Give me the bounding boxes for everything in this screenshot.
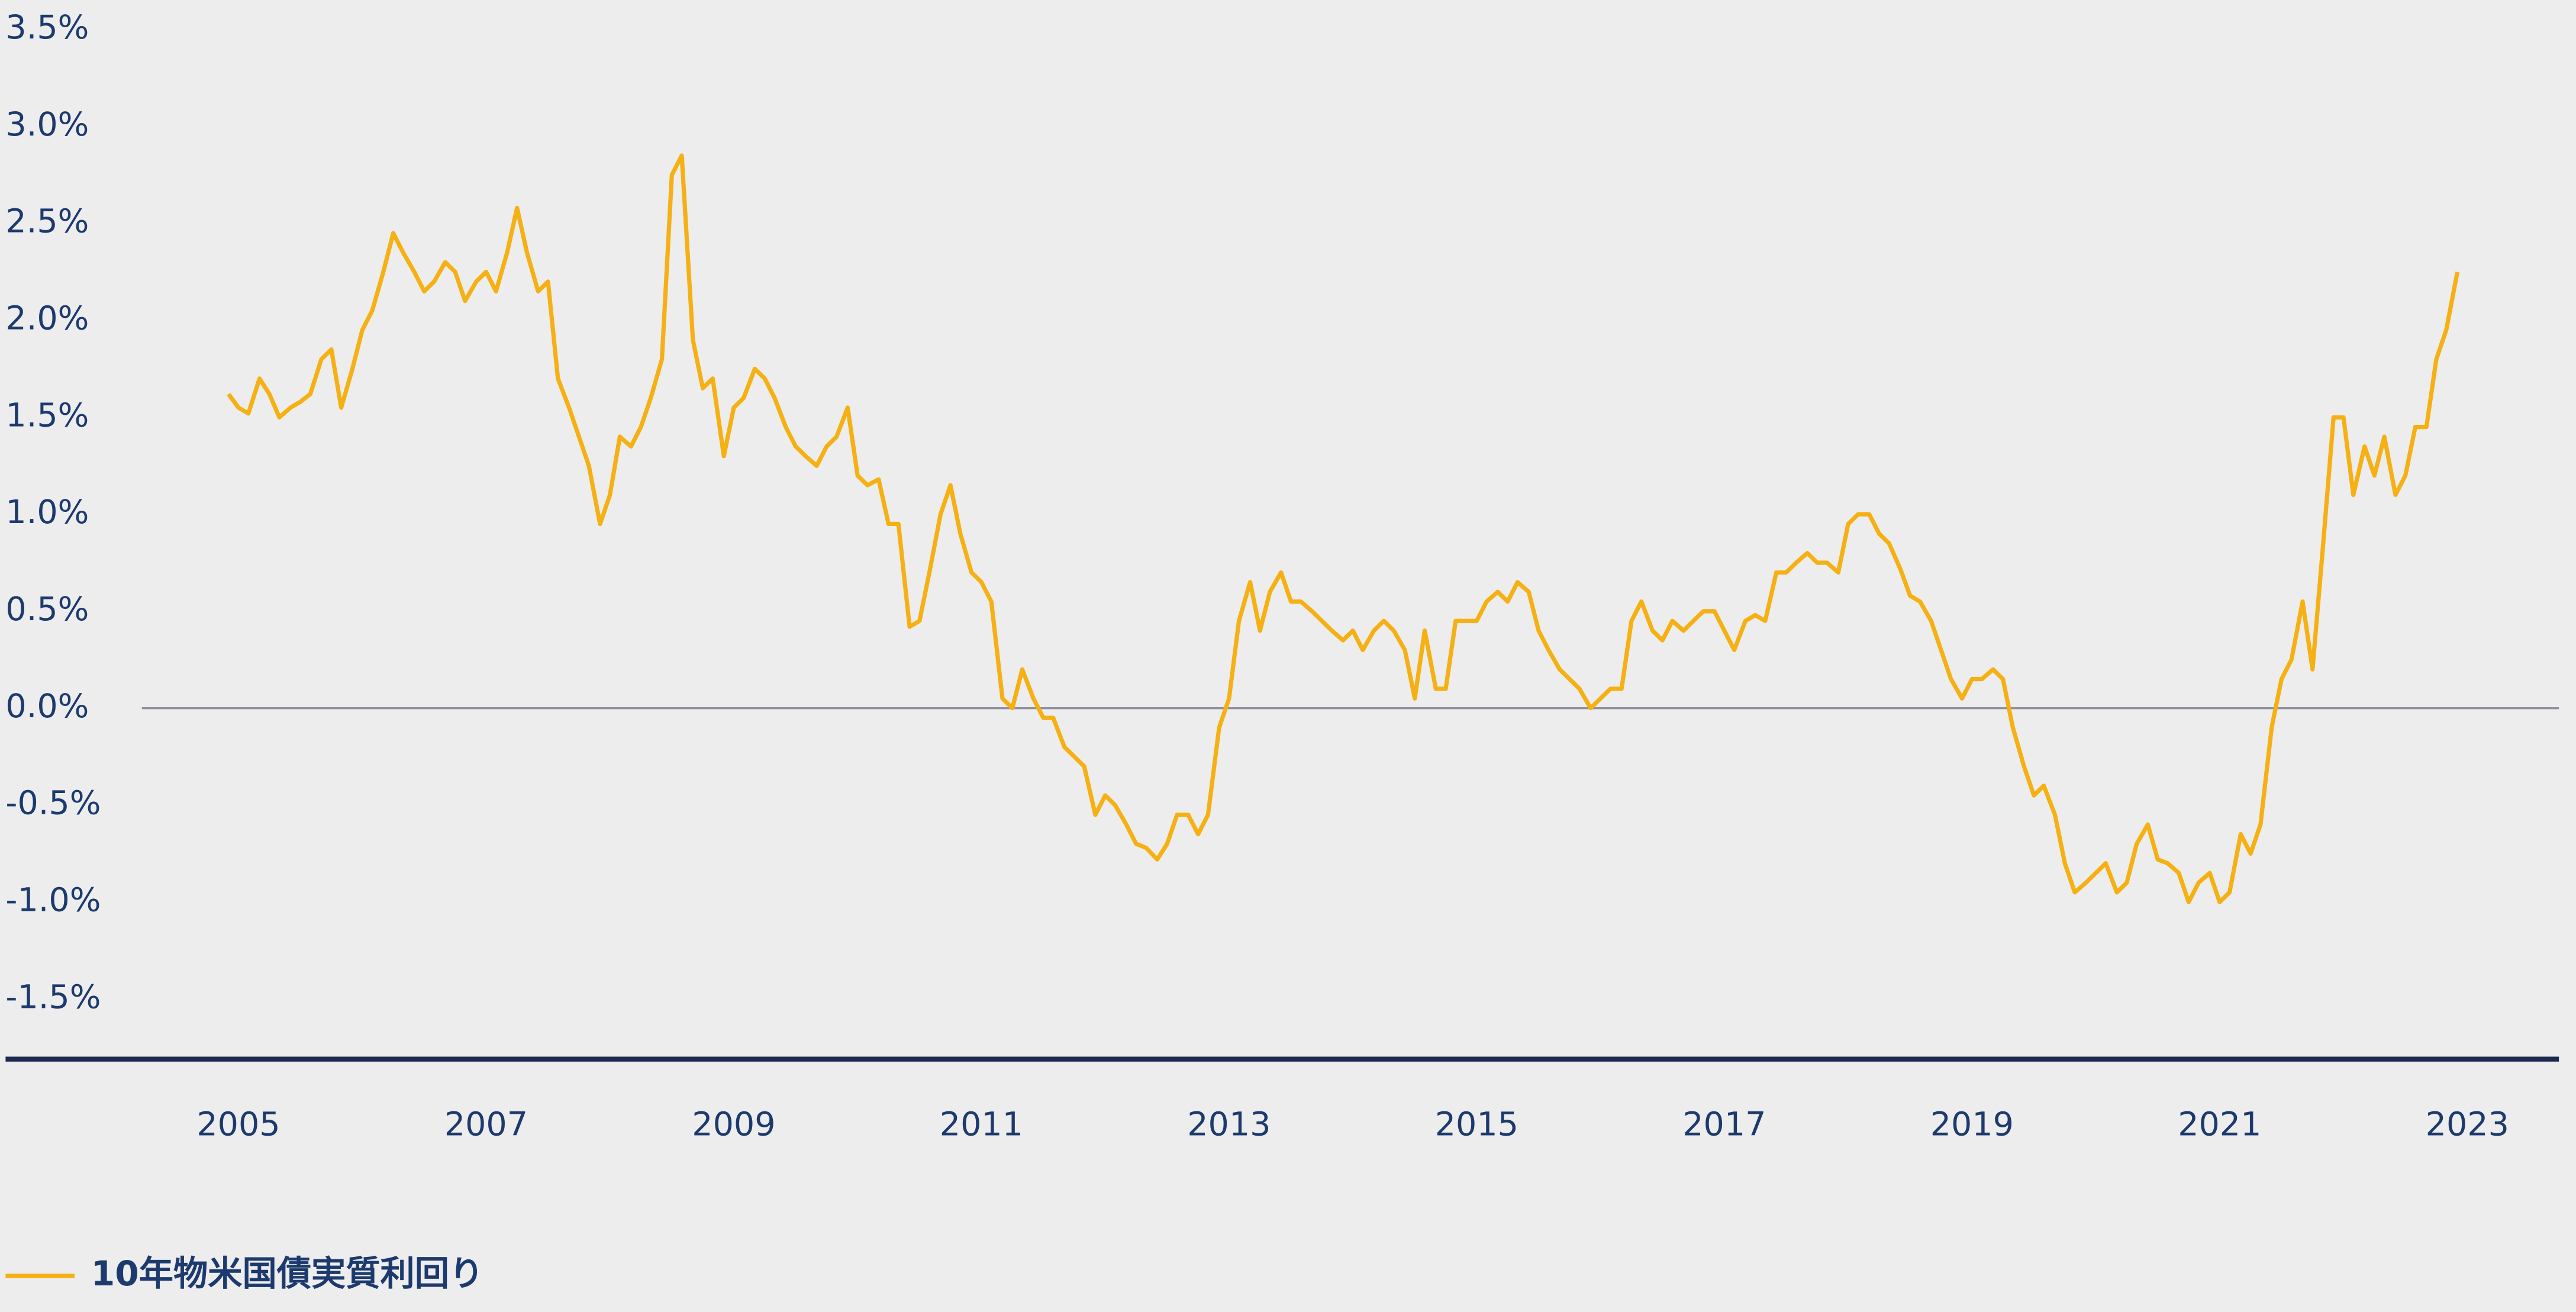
x-tick-label: 2013 [1187, 1105, 1271, 1144]
y-tick-label: 1.0% [5, 493, 89, 531]
x-tick-label: 2009 [692, 1105, 775, 1144]
x-tick-label: 2005 [196, 1105, 280, 1144]
x-tick-label: 2017 [1682, 1105, 1766, 1144]
x-tick-label: 2011 [940, 1105, 1023, 1144]
y-tick-label: -1.5% [5, 978, 101, 1016]
y-tick-label: -1.0% [5, 881, 101, 919]
y-tick-label: -0.5% [5, 784, 101, 823]
x-tick-label: 2023 [2426, 1105, 2509, 1144]
x-tick-label: 2015 [1435, 1105, 1518, 1144]
x-tick-label: 2007 [444, 1105, 528, 1144]
x-tick-label: 2019 [1930, 1105, 2014, 1144]
y-tick-label: 2.0% [5, 299, 89, 338]
y-tick-label: 0.0% [5, 687, 89, 726]
y-tick-label: 1.5% [5, 396, 89, 434]
data-line [227, 153, 2460, 904]
y-tick-label: 2.5% [5, 202, 89, 241]
y-tick-label: 3.0% [5, 105, 89, 144]
y-tick-label: 0.5% [5, 590, 89, 628]
y-tick-label: 3.5% [5, 8, 89, 47]
legend-label: 10年物米国債実質利回り [91, 1253, 484, 1294]
x-tick-label: 2021 [2178, 1105, 2261, 1144]
